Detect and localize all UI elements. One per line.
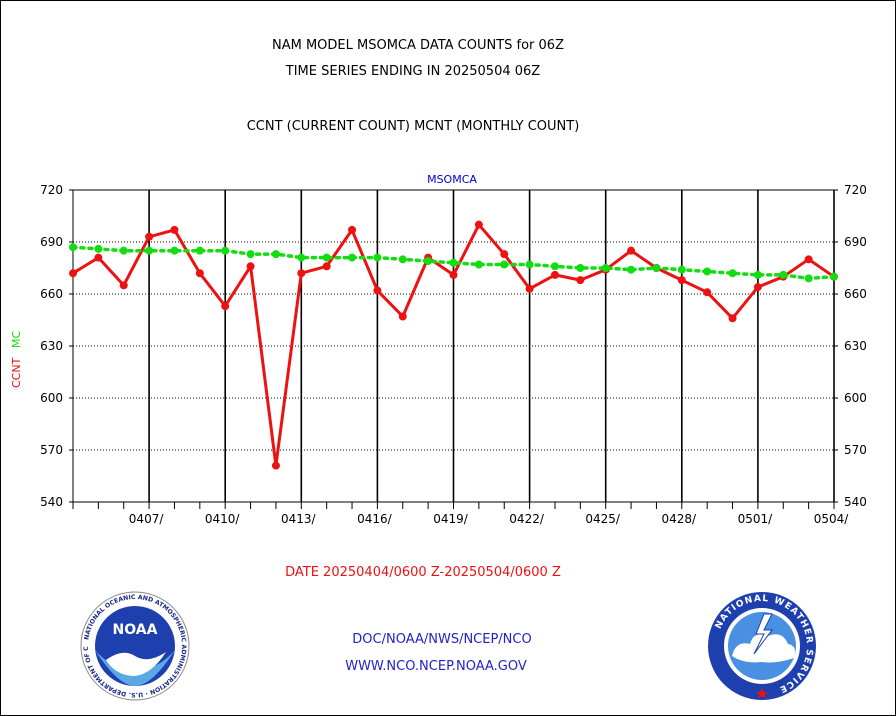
mcnt-point (779, 270, 788, 279)
mcnt-point (94, 244, 103, 253)
ccnt-point (627, 246, 636, 255)
time-series-chart: 540 540 570 570 600 600 630 630 660 660 690 690 720 7… (40, 183, 867, 526)
y-tick-label-left: 660 (40, 287, 63, 301)
y-axis-label-mcnt: MCNT (10, 330, 23, 348)
website-text: WWW.NCO.NCEP.NOAA.GOV (345, 659, 527, 674)
y-tick-label-left: 570 (40, 443, 63, 457)
x-tick-label: 0410/ (205, 512, 241, 526)
agency-path-text: DOC/NOAA/NWS/NCEP/NCO (352, 632, 532, 647)
series (69, 220, 838, 470)
ccnt-point (246, 262, 255, 271)
chart-subtitle: CCNT (CURRENT COUNT) MCNT (MONTHLY COUNT… (246, 119, 580, 134)
date-range-label: DATE 20250404/0600 Z-20250504/0600 Z (285, 565, 561, 580)
ccnt-point (69, 269, 77, 278)
ccnt-point (398, 312, 407, 321)
ccnt-point (474, 220, 483, 229)
x-tick-label: 0407/ (129, 512, 165, 526)
mcnt-point (348, 253, 357, 262)
x-tick-label: 0416/ (357, 512, 393, 526)
ccnt-point (119, 281, 128, 290)
mcnt-point (500, 260, 509, 269)
mcnt-point (525, 260, 534, 269)
ccnt-point (804, 255, 813, 264)
ccnt-point (170, 225, 179, 234)
x-tick-label: 0413/ (281, 512, 317, 526)
ccnt-point (703, 288, 712, 297)
noaa-wordmark: NOAA (113, 622, 158, 638)
ccnt-point (753, 283, 762, 292)
ccnt-point (348, 225, 357, 234)
mcnt-point (728, 269, 737, 278)
y-tick-label-left: 720 (40, 183, 63, 197)
y-tick-label-left: 690 (40, 235, 63, 249)
x-tick-label: 0419/ (433, 512, 469, 526)
mcnt-point (804, 274, 813, 283)
chart-title-line2: TIME SERIES ENDING IN 20250504 06Z (285, 64, 541, 79)
y-tick-label-right: 600 (844, 391, 867, 405)
y-tick-label-left: 600 (40, 391, 63, 405)
x-tick-label: 0428/ (662, 512, 698, 526)
mcnt-point (170, 246, 179, 255)
mcnt-point (424, 257, 433, 266)
ccnt-point (373, 286, 382, 295)
station-label: MSOMCA (427, 173, 477, 186)
ccnt-point (500, 250, 509, 259)
mcnt-point (195, 246, 204, 255)
grid (73, 190, 835, 502)
mcnt-point (322, 253, 331, 262)
mcnt-point (398, 255, 407, 264)
mcnt-point (677, 265, 686, 274)
chart-title-line1: NAM MODEL MSOMCA DATA COUNTS for 06Z (272, 38, 564, 53)
y-tick-label-left: 540 (40, 495, 63, 509)
ccnt-point (322, 262, 331, 271)
x-tick-label: 0501/ (738, 512, 774, 526)
x-tick-label: 0504/ (814, 512, 850, 526)
ccnt-point (271, 461, 280, 470)
mcnt-point (601, 264, 610, 272)
mcnt-point (119, 246, 128, 255)
y-tick-label-right: 570 (844, 443, 867, 457)
mcnt-point (753, 270, 762, 279)
mcnt-point (652, 264, 661, 272)
y-axis-label: CCNT MCNT (10, 330, 23, 388)
nws-logo: NATIONAL WEATHER SERVICE (708, 592, 816, 700)
ccnt-point (145, 232, 154, 241)
ccnt-point (728, 314, 737, 323)
mcnt-point (550, 262, 559, 271)
ccnt-point (221, 302, 230, 311)
mcnt-point (373, 253, 382, 262)
noaa-logo: NATIONAL OCEANIC AND ATMOSPHERIC ADMINIS… (78, 590, 190, 701)
y-tick-label-right: 630 (844, 339, 867, 353)
mcnt-point (221, 246, 230, 255)
mcnt-point (627, 265, 636, 274)
ccnt-point (677, 276, 686, 285)
ccnt-point (449, 270, 458, 279)
mcnt-point (449, 258, 458, 267)
mcnt-point (246, 250, 255, 259)
mcnt-point (69, 243, 77, 252)
x-tick-label: 0425/ (585, 512, 621, 526)
y-tick-label-right: 540 (844, 495, 867, 509)
y-tick-label-left: 630 (40, 339, 63, 353)
mcnt-point (297, 253, 306, 262)
y-tick-label-right: 690 (844, 235, 867, 249)
x-tick-label: 0422/ (509, 512, 545, 526)
y-tick-label-right: 660 (844, 287, 867, 301)
mcnt-point (271, 250, 280, 259)
ccnt-point (94, 253, 103, 262)
ccnt-point (525, 284, 534, 293)
ccnt-point (195, 269, 204, 278)
ccnt-point (550, 270, 559, 279)
mcnt-point (474, 260, 483, 269)
mcnt-point (145, 246, 154, 255)
y-tick-label-right: 720 (844, 183, 867, 197)
mcnt-point (576, 264, 585, 272)
mcnt-point (703, 267, 712, 276)
ccnt-point (297, 269, 306, 278)
ccnt-point (576, 276, 585, 285)
y-axis-label-ccnt: CCNT (10, 357, 23, 388)
axes: 540 540 570 570 600 600 630 630 660 660 690 690 720 7… (40, 183, 867, 526)
mcnt-point (830, 272, 838, 281)
